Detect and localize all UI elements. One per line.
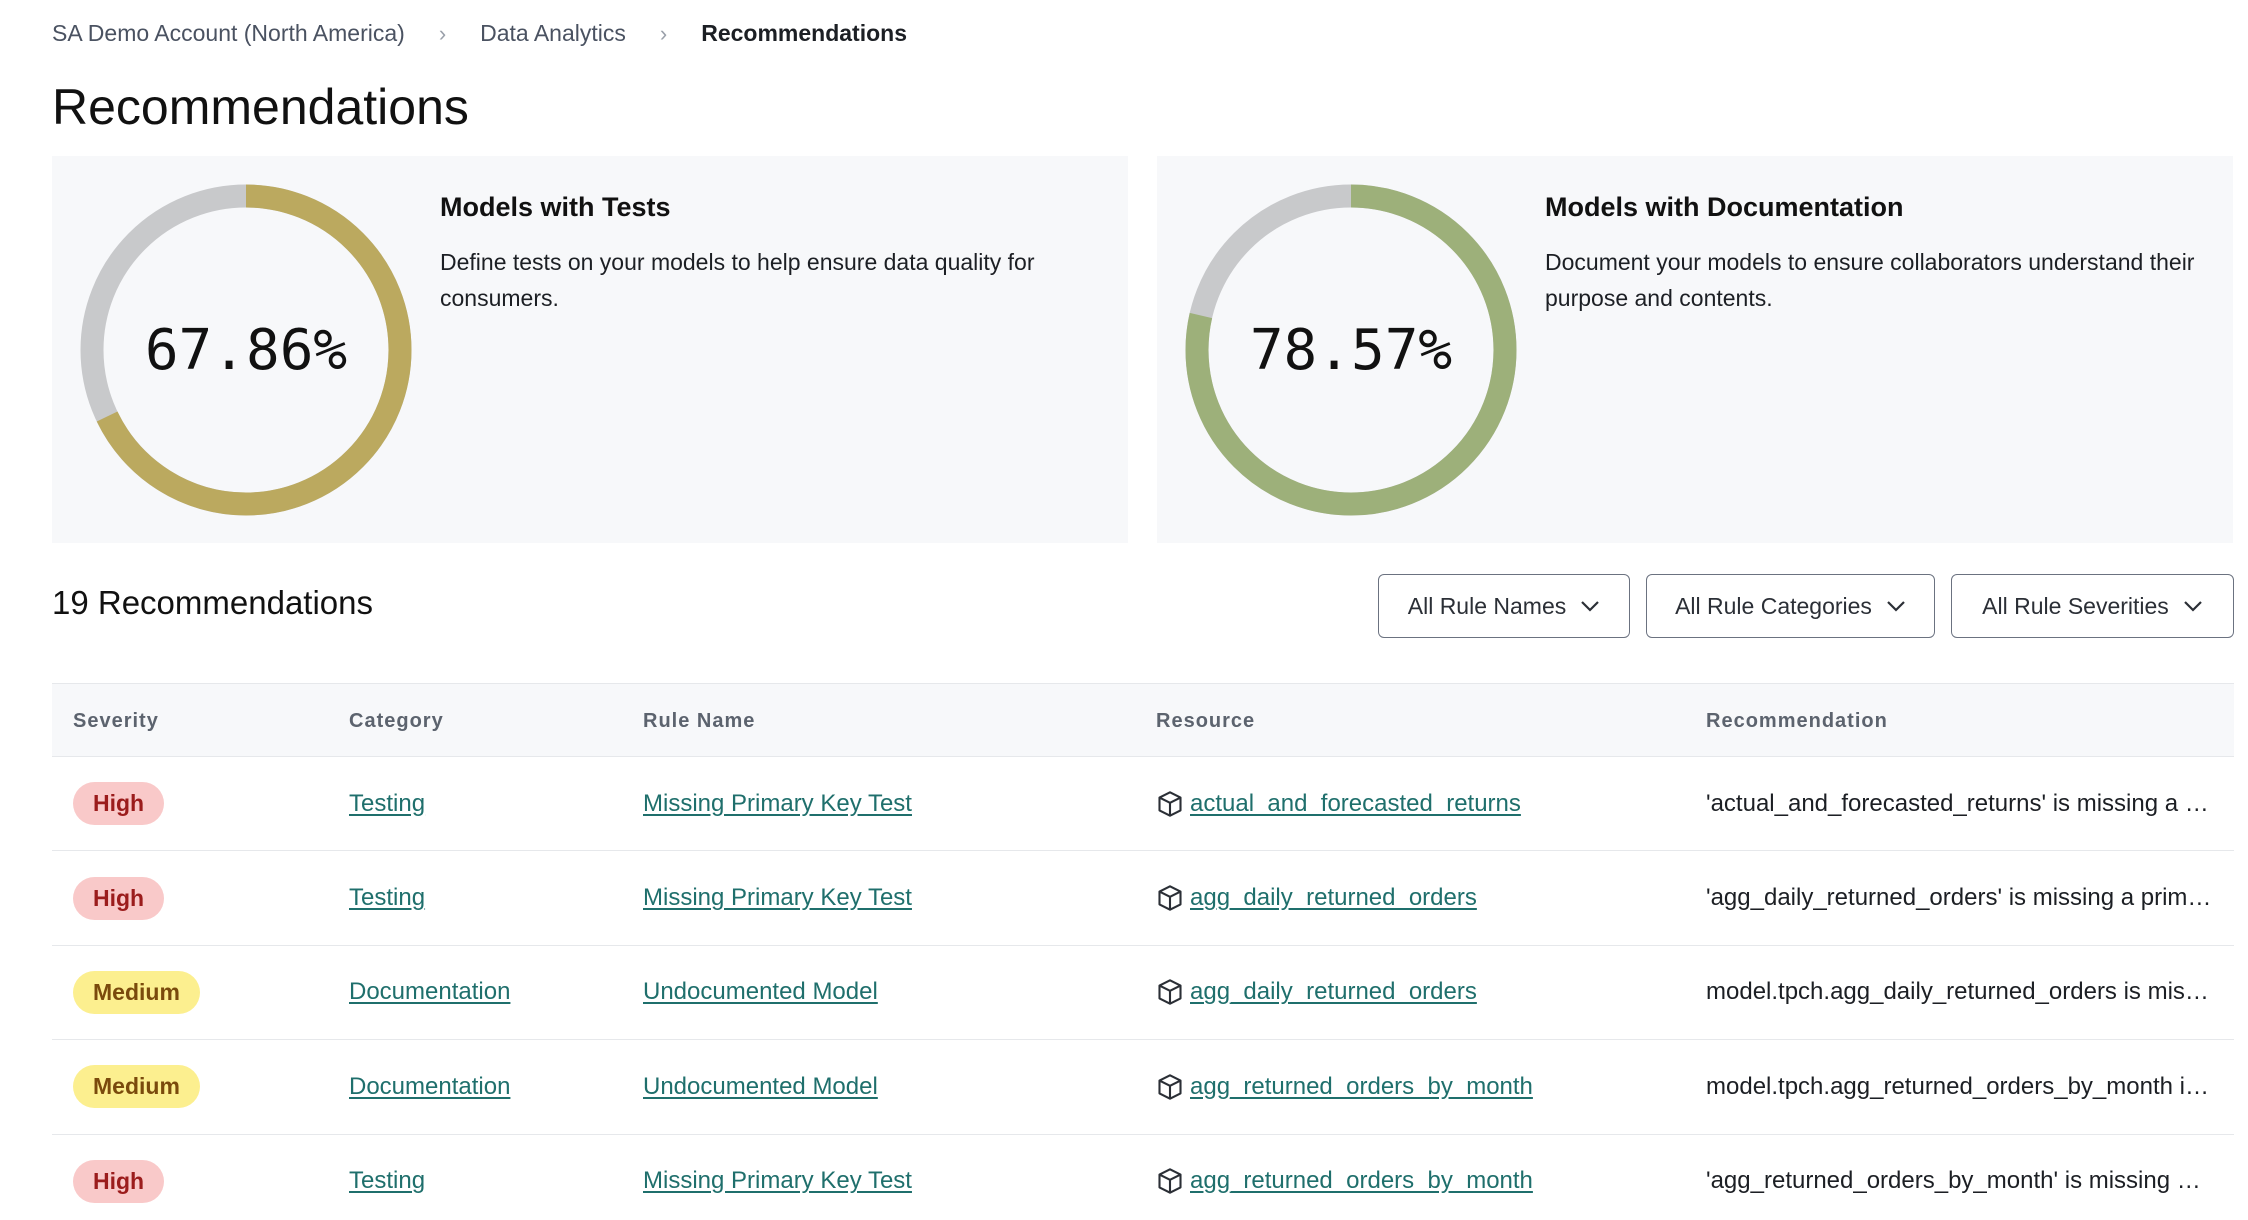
table-row[interactable]: High Testing Missing Primary Key Test ag… bbox=[52, 1135, 2234, 1220]
column-header-category[interactable]: Category bbox=[349, 710, 444, 732]
table-row[interactable]: High Testing Missing Primary Key Test ac… bbox=[52, 757, 2234, 852]
category-link[interactable]: Documentation bbox=[349, 978, 511, 1006]
model-cube-icon bbox=[1158, 1074, 1182, 1100]
severity-badge: High bbox=[73, 1159, 165, 1203]
resource-link[interactable]: agg_daily_returned_orders bbox=[1190, 978, 1477, 1006]
rule-categories-filter[interactable]: All Rule Categories bbox=[1646, 574, 1935, 638]
resource-link[interactable]: agg_daily_returned_orders bbox=[1190, 884, 1477, 912]
table-body: High Testing Missing Primary Key Test ac… bbox=[52, 757, 2234, 1220]
category-link[interactable]: Testing bbox=[349, 884, 426, 912]
rule-name-link[interactable]: Missing Primary Key Test bbox=[643, 884, 912, 912]
chevron-down-icon bbox=[2184, 601, 2202, 612]
rule-name-link[interactable]: Undocumented Model bbox=[643, 978, 878, 1006]
rule-names-filter[interactable]: All Rule Names bbox=[1378, 574, 1630, 638]
severity-badge: High bbox=[73, 876, 165, 920]
rule-severities-filter[interactable]: All Rule Severities bbox=[1951, 574, 2234, 638]
severity-badge: Medium bbox=[73, 1065, 200, 1109]
rule-name-link[interactable]: Missing Primary Key Test bbox=[643, 789, 912, 817]
model-cube-icon bbox=[1158, 885, 1182, 911]
chevron-right-icon: › bbox=[659, 20, 668, 46]
breadcrumb-project[interactable]: Data Analytics bbox=[480, 20, 626, 46]
rule-name-link[interactable]: Undocumented Model bbox=[643, 1072, 878, 1100]
table-row[interactable]: Medium Documentation Undocumented Model … bbox=[52, 1040, 2234, 1135]
column-header-resource[interactable]: Resource bbox=[1156, 710, 1256, 732]
recommendation-text: model.tpch.agg_daily_returned_orders is … bbox=[1706, 978, 2212, 1006]
recommendation-text: 'actual_and_forecasted_returns' is missi… bbox=[1706, 789, 2212, 817]
breadcrumb: SA Demo Account (North America) › Data A… bbox=[52, 20, 907, 47]
rule-name-link[interactable]: Missing Primary Key Test bbox=[643, 1167, 912, 1195]
resource-link[interactable]: agg_returned_orders_by_month bbox=[1190, 1167, 1533, 1195]
recommendations-count: 19 Recommendations bbox=[52, 584, 374, 621]
category-link[interactable]: Testing bbox=[349, 789, 426, 817]
model-cube-icon bbox=[1158, 1168, 1182, 1194]
models-with-documentation-card: 78.57% Models with Documentation Documen… bbox=[1157, 156, 2233, 543]
card-title: Models with Tests bbox=[440, 192, 671, 222]
breadcrumb-current: Recommendations bbox=[701, 20, 907, 46]
table-row[interactable]: Medium Documentation Undocumented Model … bbox=[52, 946, 2234, 1041]
filter-label: All Rule Names bbox=[1407, 592, 1567, 619]
severity-badge: High bbox=[73, 782, 165, 826]
category-link[interactable]: Documentation bbox=[349, 1072, 511, 1100]
model-cube-icon bbox=[1158, 979, 1182, 1006]
category-link[interactable]: Testing bbox=[349, 1167, 426, 1195]
recommendation-text: 'agg_daily_returned_orders' is missing a… bbox=[1706, 884, 2212, 912]
documentation-donut-chart: 78.57% bbox=[1179, 178, 1523, 522]
recommendations-table: Severity Category Rule Name Resource Rec… bbox=[52, 683, 2234, 1220]
percent-value: 78.57% bbox=[1249, 317, 1453, 383]
filter-label: All Rule Severities bbox=[1982, 592, 2169, 619]
models-with-tests-card: 67.86% Models with Tests Define tests on… bbox=[52, 156, 1128, 543]
card-description: Document your models to ensure collabora… bbox=[1545, 249, 2195, 311]
card-description: Define tests on your models to help ensu… bbox=[440, 249, 1035, 311]
model-cube-icon bbox=[1158, 790, 1182, 817]
chevron-down-icon bbox=[1581, 601, 1600, 612]
breadcrumb-account[interactable]: SA Demo Account (North America) bbox=[52, 20, 405, 46]
chevron-down-icon bbox=[1887, 601, 1905, 612]
filter-label: All Rule Categories bbox=[1675, 592, 1872, 619]
column-header-rule-name[interactable]: Rule Name bbox=[643, 710, 756, 732]
ring-fill bbox=[1185, 184, 1517, 516]
card-title: Models with Documentation bbox=[1545, 192, 1904, 222]
ring-fill bbox=[80, 184, 412, 516]
resource-link[interactable]: actual_and_forecasted_returns bbox=[1190, 789, 1521, 817]
column-header-recommendation[interactable]: Recommendation bbox=[1706, 710, 1888, 732]
page-title: Recommendations bbox=[52, 79, 469, 135]
column-header-severity[interactable]: Severity bbox=[73, 710, 159, 732]
resource-link[interactable]: agg_returned_orders_by_month bbox=[1190, 1072, 1533, 1100]
severity-badge: Medium bbox=[73, 970, 200, 1014]
tests-donut-chart: 67.86% bbox=[74, 178, 418, 522]
percent-value: 67.86% bbox=[144, 317, 348, 383]
chevron-right-icon: › bbox=[438, 20, 447, 46]
table-row[interactable]: High Testing Missing Primary Key Test ag… bbox=[52, 851, 2234, 946]
table-header: Severity Category Rule Name Resource Rec… bbox=[52, 683, 2234, 757]
recommendation-text: model.tpch.agg_returned_orders_by_month … bbox=[1706, 1072, 2212, 1100]
recommendation-text: 'agg_returned_orders_by_month' is missin… bbox=[1706, 1167, 2212, 1195]
